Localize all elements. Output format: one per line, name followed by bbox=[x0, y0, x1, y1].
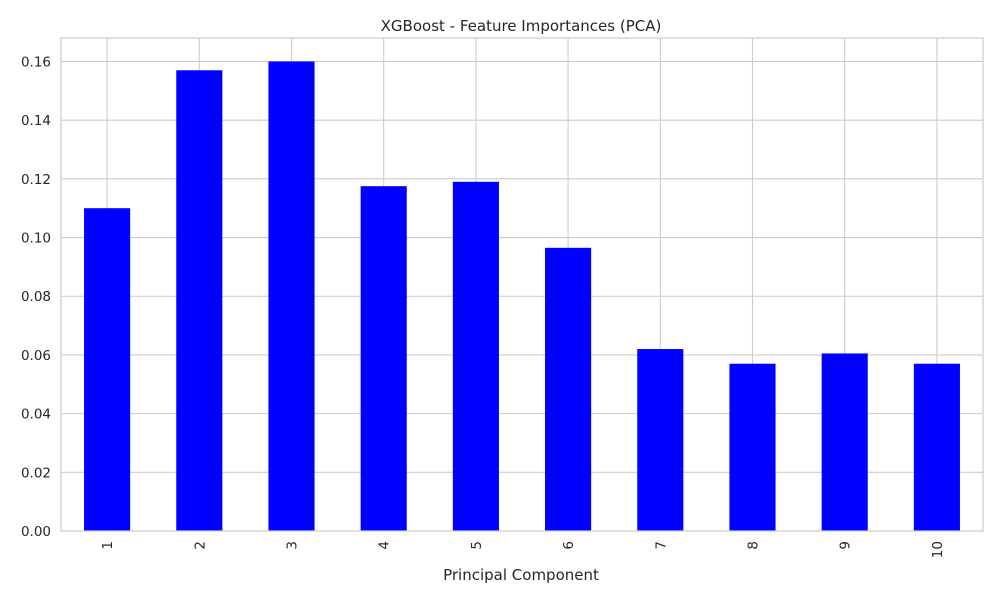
bar-component-2 bbox=[176, 70, 223, 532]
bar-component-1 bbox=[84, 208, 131, 531]
x-tick-label: 2 bbox=[192, 541, 208, 550]
x-tick-label: 6 bbox=[561, 541, 577, 550]
y-tick-label: 0.08 bbox=[21, 289, 51, 305]
x-tick-label: 9 bbox=[838, 541, 854, 550]
y-tick-label: 0.02 bbox=[21, 465, 51, 481]
chart-title: XGBoost - Feature Importances (PCA) bbox=[381, 17, 662, 35]
y-tick-label: 0.14 bbox=[21, 113, 51, 129]
bar-component-8 bbox=[729, 363, 776, 531]
plot-frame bbox=[60, 37, 984, 532]
y-tick-label: 0.00 bbox=[21, 524, 51, 540]
x-tick-label: 5 bbox=[469, 541, 485, 550]
x-tick-label: 3 bbox=[285, 541, 301, 550]
x-tick-label: 4 bbox=[377, 541, 393, 550]
x-tick-label: 10 bbox=[930, 541, 946, 558]
x-tick-label: 7 bbox=[653, 541, 669, 550]
bar-component-4 bbox=[360, 186, 407, 531]
y-tick-label: 0.12 bbox=[21, 172, 51, 188]
x-tick-label: 1 bbox=[100, 541, 116, 550]
x-tick-labels: 1 2 3 4 5 6 7 8 9 10 bbox=[100, 541, 946, 558]
x-axis-label: Principal Component bbox=[443, 566, 599, 584]
x-tick-label: 8 bbox=[746, 541, 762, 550]
bar-component-7 bbox=[637, 349, 684, 531]
y-tick-label: 0.10 bbox=[21, 231, 51, 247]
y-tick-label: 0.16 bbox=[21, 54, 51, 70]
y-tick-labels: 0.00 0.02 0.04 0.06 0.08 0.10 0.12 0.14 0.16 bbox=[21, 54, 51, 540]
bar-component-10 bbox=[913, 363, 960, 531]
bar-component-5 bbox=[452, 181, 499, 531]
bar-component-6 bbox=[545, 247, 592, 531]
bars bbox=[84, 61, 960, 532]
bar-component-9 bbox=[821, 353, 868, 531]
y-tick-label: 0.06 bbox=[21, 348, 51, 364]
y-tick-label: 0.04 bbox=[21, 407, 51, 423]
bar-component-3 bbox=[268, 61, 315, 531]
